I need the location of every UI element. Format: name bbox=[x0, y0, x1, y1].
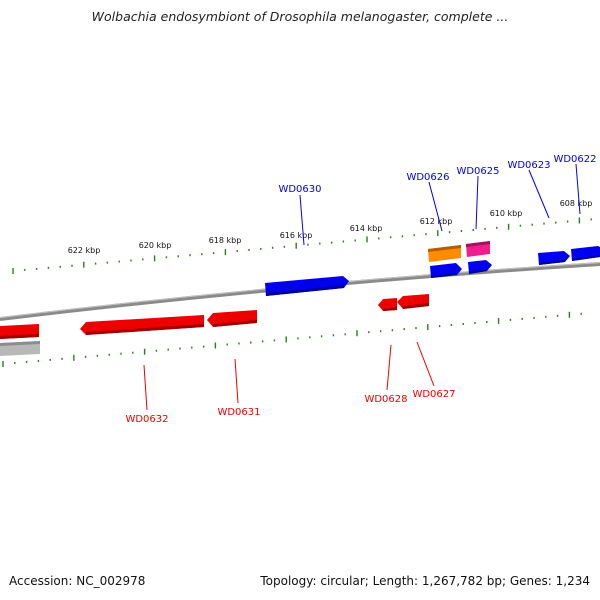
label-leader-line bbox=[386, 344, 392, 391]
gene-feature[interactable] bbox=[265, 276, 349, 296]
scale-ticks-inner bbox=[2, 311, 582, 367]
gene-feature[interactable] bbox=[428, 245, 461, 262]
label-leader-line bbox=[575, 163, 581, 215]
gene-feature[interactable] bbox=[466, 241, 490, 257]
scale-label: 620 kbp bbox=[139, 241, 172, 250]
scale-label: 610 kbp bbox=[490, 209, 523, 218]
map-title: Wolbachia endosymbiont of Drosophila mel… bbox=[91, 9, 509, 24]
map-footer: Accession: NC_002978 Topology: circular;… bbox=[9, 574, 590, 590]
scale-label: 622 kbp bbox=[68, 246, 101, 255]
label-leader-line bbox=[143, 364, 148, 411]
label-leader-line bbox=[428, 181, 443, 232]
gene-feature[interactable] bbox=[207, 310, 257, 327]
gene-label-wd0632[interactable]: WD0632 bbox=[125, 414, 168, 425]
scale-label: 614 kbp bbox=[350, 224, 383, 233]
gene-feature[interactable] bbox=[80, 315, 204, 335]
label-leader-line bbox=[234, 358, 239, 404]
gene-feature[interactable] bbox=[430, 263, 462, 278]
gene-label-wd0631[interactable]: WD0631 bbox=[217, 407, 260, 418]
gene-label-wd0627[interactable]: WD0627 bbox=[412, 389, 455, 400]
label-leader-line bbox=[475, 175, 479, 230]
genome-summary-text: Topology: circular; Length: 1,267,782 bp… bbox=[260, 574, 590, 588]
gene-feature[interactable] bbox=[0, 324, 39, 339]
scale-label: 608 kbp bbox=[560, 199, 593, 208]
gene-label-wd0622[interactable]: WD0622 bbox=[553, 154, 596, 165]
scale-label: 618 kbp bbox=[209, 236, 242, 245]
gene-feature[interactable] bbox=[397, 294, 429, 309]
gene-feature[interactable] bbox=[571, 246, 600, 261]
gene-feature[interactable] bbox=[378, 298, 397, 311]
scale-label: 612 kbp bbox=[420, 217, 453, 226]
gene-feature[interactable] bbox=[538, 251, 570, 265]
label-leader-line bbox=[299, 194, 305, 246]
gene-feature[interactable] bbox=[0, 341, 40, 356]
gene-label-wd0628[interactable]: WD0628 bbox=[364, 394, 407, 405]
scale-ticks-outer bbox=[12, 217, 592, 274]
label-leader-line bbox=[416, 341, 435, 387]
gene-feature[interactable] bbox=[468, 260, 492, 274]
gene-label-wd0630[interactable]: WD0630 bbox=[278, 184, 321, 195]
gene-label-wd0625[interactable]: WD0625 bbox=[456, 166, 499, 177]
label-leader-line bbox=[528, 169, 550, 219]
gene-label-wd0626[interactable]: WD0626 bbox=[406, 172, 449, 183]
scale-label: 616 kbp bbox=[280, 231, 313, 240]
gene-label-wd0623[interactable]: WD0623 bbox=[507, 160, 550, 171]
accession-text: Accession: NC_002978 bbox=[9, 574, 146, 588]
